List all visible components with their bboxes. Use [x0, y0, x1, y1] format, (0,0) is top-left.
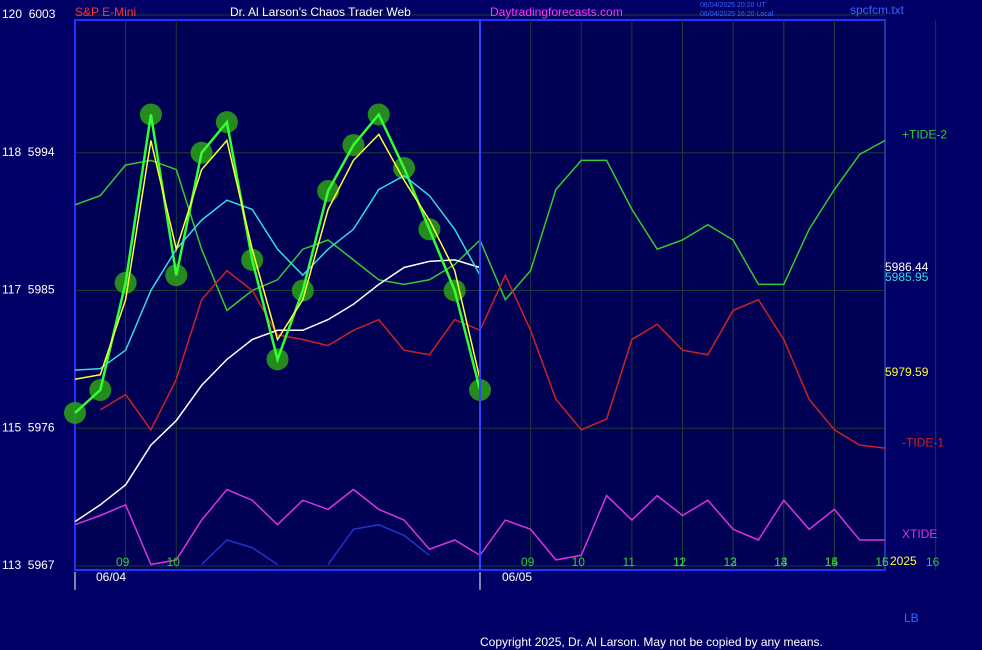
file-name: spcfcm.txt	[850, 3, 905, 17]
y-tick-label: 117 5985	[2, 283, 55, 297]
x-tick-label: 14	[825, 555, 839, 569]
y-tick-label: 118 5994	[2, 145, 55, 159]
x-tick-label: 10	[167, 555, 181, 569]
x-tick-label: 13	[723, 555, 737, 569]
x-tick-label: 09	[521, 555, 535, 569]
x-tick-label: 11	[673, 555, 686, 569]
x-tick-label: 11	[623, 555, 636, 569]
x-tick-label: 16	[875, 555, 889, 569]
date-label: 06/05	[502, 570, 532, 584]
x-tick-label: 12	[673, 555, 687, 569]
x-tick-label: 16	[926, 555, 940, 569]
series-line	[74, 174, 481, 371]
x-tick-label: 10	[572, 555, 586, 569]
price-label: 5979.59	[885, 365, 929, 379]
year: 2025	[890, 554, 917, 568]
series-line	[74, 112, 482, 414]
timestamp: 06/04/2025 16:20 Local	[700, 11, 774, 18]
y-tick-label: 115 5976	[2, 420, 55, 434]
instrument: S&P E-Mini	[75, 5, 136, 19]
series-line	[99, 269, 886, 449]
y-tick-label: 120 6003	[2, 7, 56, 21]
y-tick-label: 113 5967	[2, 558, 55, 572]
legend-label: -TIDE-1	[902, 435, 944, 449]
x-tick-label: 12	[723, 555, 737, 569]
x-tick-label: 14	[774, 555, 788, 569]
x-tick-label: 15	[825, 555, 839, 569]
date-label: 06/04	[96, 570, 126, 584]
chart-title: Dr. Al Larson's Chaos Trader Web	[230, 5, 411, 19]
legend-label: +TIDE-2	[902, 128, 947, 142]
timestamp: 06/04/2025 20:20 UT	[700, 2, 766, 9]
grid	[75, 14, 937, 570]
x-tick-label: 15	[875, 555, 889, 569]
copyright: Copyright 2025, Dr. Al Larson. May not b…	[480, 635, 823, 649]
price-label: 5986.44	[885, 260, 929, 274]
series-line	[201, 523, 430, 566]
x-tick-label: 13	[774, 555, 788, 569]
x-tick-label: 09	[116, 555, 130, 569]
legend-label: XTIDE	[902, 527, 937, 541]
corner-label: LB	[904, 611, 919, 625]
price-label: 5985.95	[885, 270, 929, 284]
series-line	[74, 259, 481, 523]
site: Daytradingforecasts.com	[490, 5, 623, 19]
series-line	[74, 133, 481, 381]
